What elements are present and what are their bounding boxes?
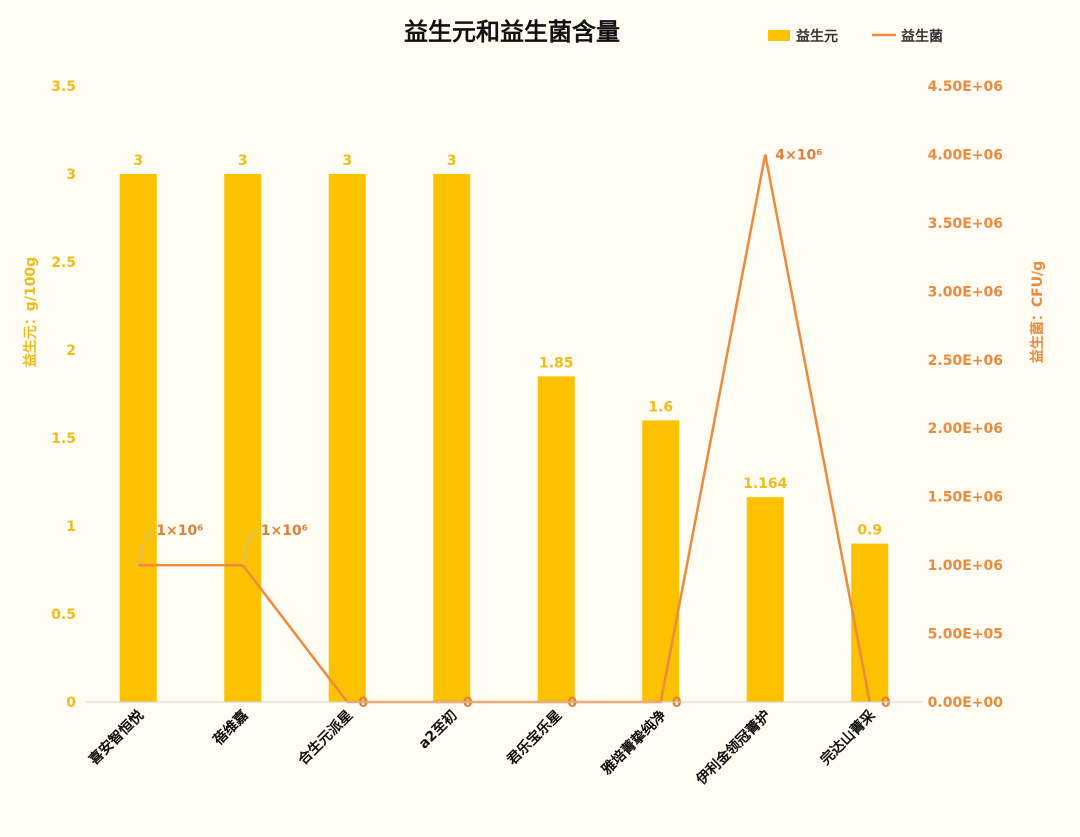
right-tick-label: 3.50E+06 bbox=[928, 216, 1003, 232]
bar-data-labels: 3 3 3 3 1.85 1.6 1.164 0.9 bbox=[133, 153, 882, 539]
right-axis-ticks: 0.00E+00 5.00E+05 1.00E+06 1.50E+06 2.00E+06… bbox=[928, 79, 1004, 711]
chart-title: 益生元和益生菌含量 bbox=[404, 18, 620, 46]
legend: 益生元 益生菌 bbox=[768, 28, 943, 45]
line-value-label-0: 1×10⁶ bbox=[156, 523, 203, 539]
bar-value-label-0: 3 bbox=[133, 153, 143, 169]
left-tick-label: 0 bbox=[66, 695, 76, 711]
category-label-7: 完达山菁采 bbox=[817, 706, 879, 768]
line-value-label-3: 0 bbox=[463, 695, 473, 711]
bar-6 bbox=[746, 497, 784, 702]
line-value-label-7: 0 bbox=[881, 695, 891, 711]
right-tick-label: 5.00E+05 bbox=[928, 627, 1003, 643]
bar-value-label-4: 1.85 bbox=[539, 355, 574, 371]
bar-5 bbox=[642, 420, 680, 702]
line-value-label-6: 4×10⁶ bbox=[775, 147, 822, 163]
line-label-leader-0 bbox=[137, 528, 153, 566]
category-label-0: 喜安智恒悦 bbox=[86, 707, 148, 769]
legend-label-probiotic: 益生菌 bbox=[901, 28, 943, 45]
bar-value-label-6: 1.164 bbox=[743, 476, 788, 492]
bar-0 bbox=[119, 174, 157, 702]
bar-4 bbox=[537, 376, 575, 702]
bar-3 bbox=[433, 174, 471, 702]
bar-7 bbox=[851, 543, 889, 702]
line-label-leader-1 bbox=[242, 528, 258, 566]
category-labels: 喜安智恒悦 蓓维嘉 合生元派星 a2至初 君乐宝乐星 雅培菁挚纯净 伊利金领冠菁护 完达山菁采 bbox=[86, 706, 880, 789]
left-tick-label: 1.5 bbox=[51, 431, 76, 447]
left-axis-ticks: 0 0.5 1 1.5 2 2.5 3 3.5 bbox=[51, 79, 76, 711]
line-value-label-1: 1×10⁶ bbox=[261, 523, 308, 539]
right-tick-label: 1.00E+06 bbox=[928, 558, 1003, 574]
left-tick-label: 2.5 bbox=[51, 255, 76, 271]
line-value-label-5: 0 bbox=[672, 695, 682, 711]
legend-swatch-bar bbox=[768, 30, 790, 41]
category-label-1: 蓓维嘉 bbox=[209, 707, 251, 749]
right-tick-label: 2.00E+06 bbox=[928, 421, 1003, 437]
category-label-6: 伊利金领冠菁护 bbox=[692, 707, 774, 789]
right-tick-label: 2.50E+06 bbox=[928, 353, 1003, 369]
bar-series bbox=[119, 174, 889, 702]
line-data-labels: 1×10⁶ 1×10⁶ 0 0 0 0 4×10⁶ 0 bbox=[137, 147, 891, 711]
right-tick-label: 4.00E+06 bbox=[928, 147, 1003, 163]
left-tick-label: 2 bbox=[66, 343, 76, 359]
bar-value-label-2: 3 bbox=[342, 153, 352, 169]
line-value-label-4: 0 bbox=[567, 695, 577, 711]
right-tick-label: 4.50E+06 bbox=[928, 79, 1003, 95]
bar-value-label-5: 1.6 bbox=[648, 399, 673, 415]
category-label-2: 合生元派星 bbox=[295, 707, 357, 769]
left-axis-title: 益生元：g/100g bbox=[22, 257, 39, 367]
left-tick-label: 3 bbox=[66, 167, 76, 183]
left-tick-label: 3.5 bbox=[51, 79, 76, 95]
bar-value-label-1: 3 bbox=[238, 153, 248, 169]
right-tick-label: 0.00E+00 bbox=[928, 695, 1004, 711]
left-tick-label: 0.5 bbox=[51, 607, 76, 623]
left-tick-label: 1 bbox=[66, 519, 76, 535]
category-label-3: a2至初 bbox=[415, 707, 460, 752]
bar-value-label-3: 3 bbox=[447, 153, 457, 169]
right-tick-label: 1.50E+06 bbox=[928, 490, 1003, 506]
line-value-label-2: 0 bbox=[358, 695, 368, 711]
right-tick-label: 3.00E+06 bbox=[928, 284, 1003, 300]
bar-2 bbox=[328, 174, 366, 702]
bar-value-label-7: 0.9 bbox=[857, 523, 882, 539]
bar-1 bbox=[224, 174, 262, 702]
category-label-5: 雅培菁挚纯净 bbox=[598, 707, 669, 778]
category-label-4: 君乐宝乐星 bbox=[503, 707, 565, 769]
legend-label-prebiotic: 益生元 bbox=[796, 28, 838, 45]
right-axis-title: 益生菌：CFU/g bbox=[1029, 261, 1046, 363]
